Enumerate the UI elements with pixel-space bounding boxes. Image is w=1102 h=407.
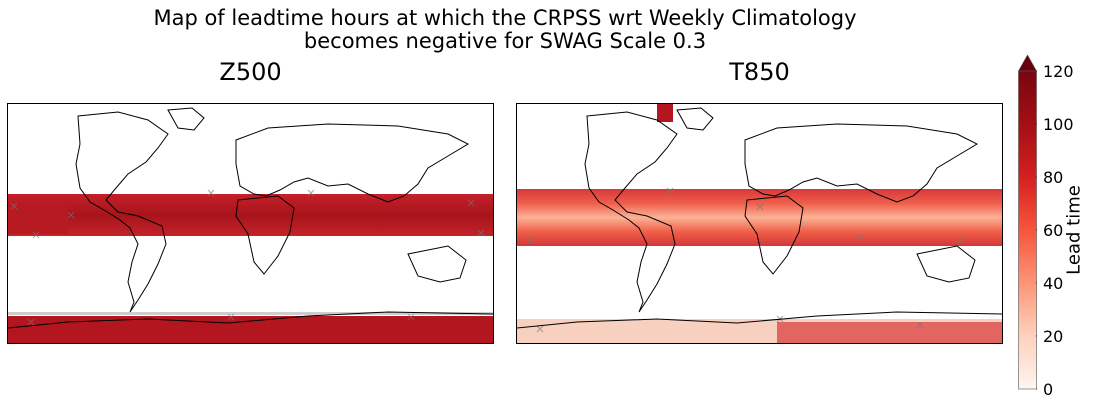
map-z500 xyxy=(7,103,494,344)
z500-hatch xyxy=(10,189,485,326)
colorbar-gradient xyxy=(1018,70,1037,390)
map-t850-svg xyxy=(517,104,1002,343)
colorbar-tick-80: 80 xyxy=(1043,168,1064,187)
colorbar-tick-0: 0 xyxy=(1043,380,1054,399)
t850-arctic-patch xyxy=(657,104,673,122)
z500-tropical-band xyxy=(8,194,493,236)
map-t850 xyxy=(516,103,1003,344)
colorbar-tick-120: 120 xyxy=(1043,62,1074,81)
figure-title-line1: Map of leadtime hours at which the CRPSS… xyxy=(153,6,857,30)
t850-tropical-band xyxy=(517,189,1002,246)
colorbar-tick-40: 40 xyxy=(1043,274,1064,293)
colorbar-tick-60: 60 xyxy=(1043,221,1064,240)
z500-polar-band xyxy=(8,316,493,343)
t850-coastlines xyxy=(517,107,1002,329)
figure-title-line2: becomes negative for SWAG Scale 0.3 xyxy=(303,29,707,53)
panel-title-t850: T850 xyxy=(729,58,790,86)
colorbar-tick-100: 100 xyxy=(1043,115,1074,134)
map-z500-svg xyxy=(8,107,493,343)
colorbar xyxy=(1017,54,1040,390)
z500-coastlines xyxy=(8,107,493,329)
colorbar-svg xyxy=(1017,54,1040,390)
colorbar-extend-arrow xyxy=(1017,54,1038,72)
panel-title-z500: Z500 xyxy=(219,58,282,86)
colorbar-label: Lead time xyxy=(1063,185,1085,275)
colorbar-tick-20: 20 xyxy=(1043,327,1064,346)
